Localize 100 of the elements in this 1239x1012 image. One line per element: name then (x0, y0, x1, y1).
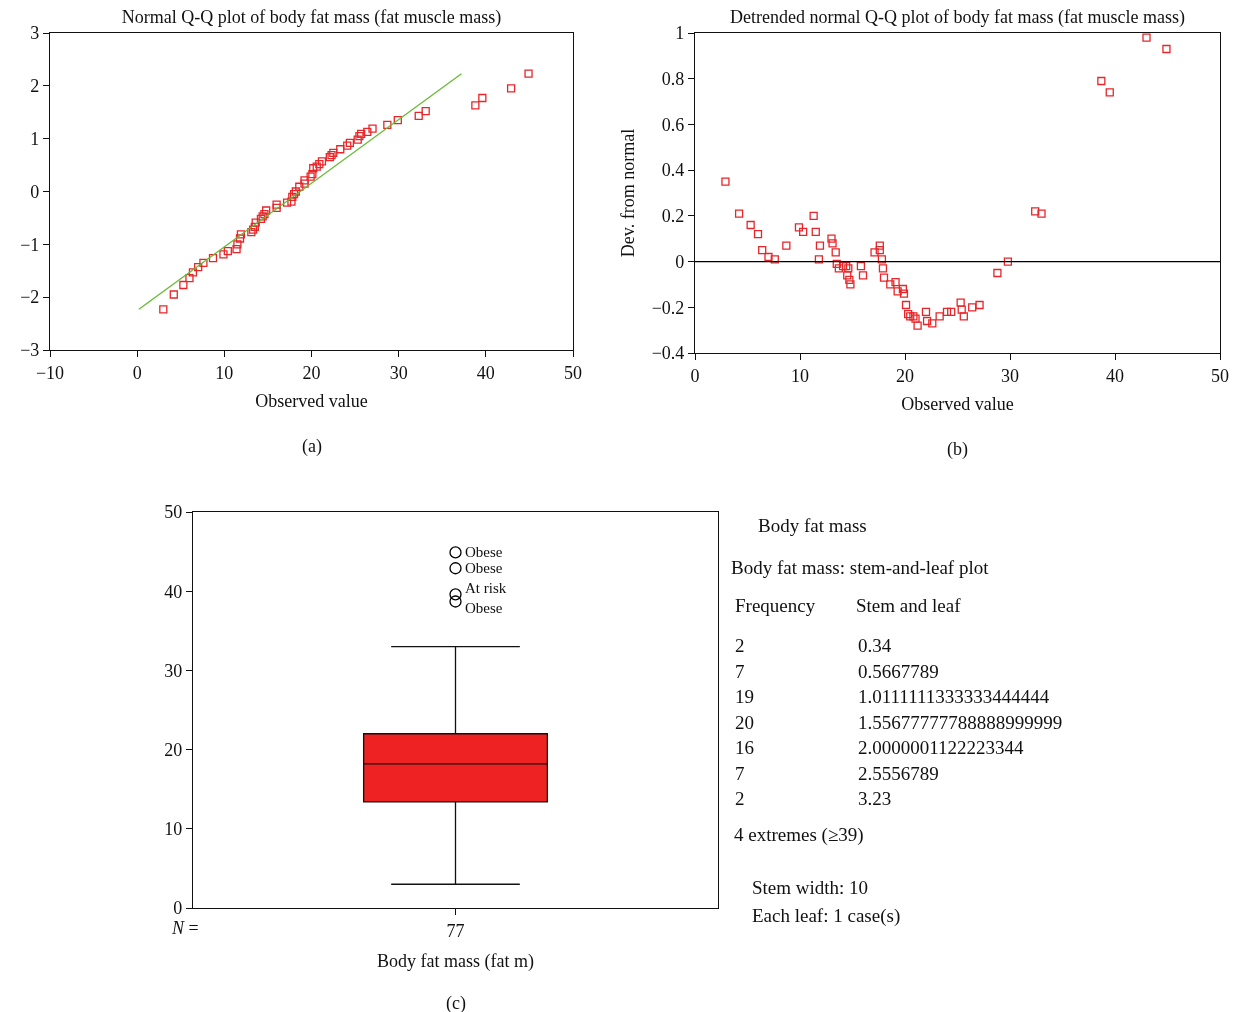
x-tick-label: 77 (446, 920, 465, 941)
x-tick-label: 30 (389, 362, 408, 383)
point (282, 198, 292, 207)
point (524, 69, 533, 78)
point (179, 280, 188, 290)
point (343, 141, 352, 150)
y-tick-label: −2 (20, 287, 40, 308)
data-label: 7 (735, 660, 745, 683)
point (363, 127, 372, 136)
category-label: 0.5667789 (858, 660, 939, 683)
point (414, 111, 423, 121)
x-axis-title: Observed value (901, 393, 1014, 414)
y-tick-label: 2 (30, 76, 40, 97)
point (235, 234, 245, 243)
y-tick-label: 30 (164, 660, 183, 681)
y-tick-label: 0 (30, 181, 40, 202)
y-tick-label: 1 (675, 23, 685, 44)
y-tick-label: −0.4 (651, 343, 685, 364)
y-tick-label: 0.8 (661, 69, 685, 90)
point (233, 240, 242, 249)
y-tick-label: 0.2 (661, 206, 685, 227)
x-tick-label: 10 (791, 365, 809, 386)
y-tick-label: 50 (164, 502, 183, 523)
point (272, 203, 281, 213)
y-tick-label: 0 (675, 251, 685, 272)
y-tick-label: 0 (173, 898, 183, 919)
point (288, 192, 297, 201)
category-label: 1.0111111333333444444 (858, 686, 1050, 708)
point (236, 230, 246, 239)
y-tick-label: −0.2 (651, 297, 685, 318)
point (368, 124, 377, 133)
category-label: 2.0000001122223344 (858, 737, 1024, 759)
x-tick-label: 0 (690, 365, 700, 386)
point (478, 93, 487, 103)
y-tick-label: 20 (164, 739, 183, 760)
x-axis-title: Observed value (255, 390, 368, 411)
point (295, 182, 304, 191)
x-tick-label: 50 (564, 362, 582, 383)
text: Each leaf: 1 case(s) (752, 904, 901, 927)
category-label: 2.5556789 (858, 762, 939, 785)
point (169, 290, 178, 299)
point (308, 169, 317, 179)
point (272, 200, 281, 209)
point (353, 135, 362, 144)
annotation: Obese (465, 544, 503, 560)
point (449, 595, 462, 608)
y-tick-label: 3 (30, 23, 40, 44)
point (336, 145, 345, 154)
y-axis-title: Dev. from normal (617, 128, 638, 258)
y-tick-label: −1 (20, 234, 40, 255)
x-tick-label: 10 (215, 362, 234, 383)
point (449, 562, 462, 575)
point (232, 244, 241, 254)
y-tick-label: 10 (164, 819, 183, 840)
text: Body fat mass: stem-and-leaf plot (731, 557, 989, 579)
y-tick-label: 0.6 (661, 114, 685, 135)
point (287, 197, 296, 206)
point (250, 222, 259, 232)
point (306, 172, 315, 181)
point (251, 218, 260, 227)
point (188, 268, 198, 277)
text: Frequency (735, 595, 816, 617)
point (309, 164, 318, 173)
point (223, 247, 232, 256)
x-tick-label: 50 (1211, 365, 1229, 386)
chart-title: Normal Q-Q plot of body fat mass (fat muscle mass) (121, 6, 502, 28)
category-label: 1.55677777788888999999 (858, 711, 1063, 734)
y-tick-label: −3 (20, 340, 40, 361)
point (208, 253, 218, 263)
point (300, 179, 309, 188)
x-tick-label: 20 (896, 365, 914, 386)
category-label: 0.34 (858, 635, 892, 657)
point (291, 187, 300, 196)
chart-title: Detrended normal Q-Q plot of body fat mass (fat muscle mass) (730, 6, 1185, 28)
data-label: 20 (735, 711, 754, 734)
y-tick-label: 40 (164, 581, 183, 602)
x-axis-title: Body fat mass (fat m) (377, 950, 534, 972)
point (421, 107, 430, 116)
category-label: 3.23 (858, 788, 892, 810)
point (256, 214, 266, 224)
text: Stem and leaf (856, 595, 961, 617)
text: 4 extremes (≥39) (734, 823, 864, 846)
point (383, 120, 392, 130)
text: (b) (947, 439, 968, 460)
point (289, 189, 299, 199)
point (300, 176, 309, 185)
point (247, 228, 256, 237)
point (317, 157, 327, 166)
y-tick-label: 0.4 (661, 160, 685, 181)
text: N = (171, 918, 199, 938)
text: (c) (446, 993, 466, 1012)
point (393, 116, 402, 125)
data-label: 16 (735, 737, 754, 759)
point (449, 588, 462, 601)
point (471, 101, 480, 110)
annotation: Obese (465, 600, 503, 616)
x-tick-label: 0 (132, 362, 142, 383)
y-tick-label: 1 (30, 128, 40, 149)
x-tick-label: 30 (1001, 365, 1019, 386)
point (312, 162, 321, 171)
